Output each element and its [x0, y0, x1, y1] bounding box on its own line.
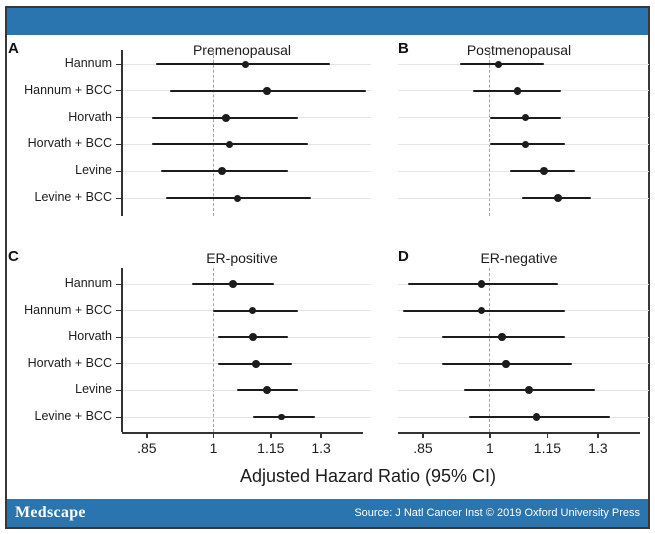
category-tick [116, 363, 123, 365]
x-tick-mark [489, 433, 491, 438]
panel-letter: B [398, 40, 409, 57]
x-tick-mark [546, 433, 549, 438]
category-tick [116, 389, 123, 391]
category-label: Horvath [68, 329, 112, 344]
forest-dot [263, 386, 272, 395]
forest-dot [226, 140, 234, 148]
forest-dot [229, 280, 238, 288]
forest-dot [478, 307, 486, 315]
forest-dot [498, 333, 506, 341]
forest-dot [521, 113, 530, 122]
forest-dot [278, 413, 285, 421]
category-tick [116, 310, 123, 312]
x-tick-label: .85 [413, 440, 433, 456]
x-tick-label: 1.15 [257, 440, 285, 456]
panel-letter: D [398, 248, 409, 265]
forest-dot [521, 140, 530, 149]
panel-title: Postmenopausal [466, 42, 572, 58]
footer-bar: Medscape Source: J Natl Cancer Inst © 20… [7, 499, 648, 527]
forest-dot [248, 306, 257, 315]
category-label: Horvath + BCC [27, 355, 112, 370]
category-tick [116, 170, 123, 172]
y-axis [121, 50, 123, 216]
reference-line [212, 50, 214, 216]
panel-letter: A [8, 40, 19, 57]
category-tick [116, 336, 123, 338]
forest-dot [248, 333, 257, 342]
x-tick-label: 1 [209, 440, 218, 456]
gridline [122, 416, 371, 418]
forest-dot [221, 113, 230, 122]
medscape-logo: Medscape [15, 504, 86, 521]
category-label: Hannum + BCC [24, 82, 112, 97]
forest-dot [494, 60, 502, 68]
x-tick-mark [146, 433, 148, 438]
panel-title: ER-negative [480, 250, 558, 266]
x-axis [122, 432, 363, 434]
forest-dot [554, 194, 563, 202]
x-axis-title: Adjusted Hazard Ratio (95% CI) [239, 466, 497, 486]
reference-line [489, 268, 491, 432]
forest-dot [502, 360, 510, 368]
panel-letter: C [8, 248, 19, 265]
category-label: Levine [75, 382, 112, 397]
category-tick [116, 63, 123, 65]
forest-dot [477, 280, 486, 288]
category-tick [116, 117, 123, 119]
category-label: Hannum [64, 276, 112, 290]
category-tick [116, 283, 123, 285]
figure-border [5, 6, 650, 529]
y-axis [121, 268, 123, 432]
category-label: Horvath + BCC [27, 136, 112, 151]
category-label: Levine + BCC [34, 409, 112, 423]
reference-line [489, 50, 491, 216]
source-text: Source: J Natl Cancer Inst © 2019 Oxford… [354, 507, 640, 519]
x-tick-mark [212, 433, 215, 438]
category-label: Hannum [64, 56, 112, 70]
forest-dot [217, 167, 226, 176]
x-tick-mark [320, 433, 322, 438]
x-axis [398, 432, 640, 434]
header-bar [7, 8, 648, 35]
category-tick [116, 197, 123, 199]
forest-dot [233, 194, 241, 202]
forest-dot [539, 167, 548, 176]
forest-dot [241, 60, 249, 68]
forest-dot [532, 413, 541, 421]
x-tick-mark [270, 433, 272, 438]
x-tick-mark [597, 433, 599, 438]
ci-line [459, 63, 544, 65]
category-tick [116, 416, 123, 418]
category-tick [116, 90, 123, 92]
forest-dot [525, 386, 534, 395]
x-tick-label: 1.15 [533, 440, 562, 456]
x-tick-label: 1.3 [588, 440, 608, 456]
x-tick-label: 1 [485, 440, 494, 456]
panel-title: ER-positive [206, 250, 278, 266]
category-label: Hannum + BCC [24, 302, 112, 317]
category-tick [116, 143, 123, 145]
reference-line [212, 268, 214, 432]
x-tick-mark [422, 433, 424, 438]
forest-dot [252, 359, 261, 368]
category-label: Levine [75, 163, 112, 178]
x-tick-label: 1.3 [311, 440, 331, 456]
x-tick-label: .85 [137, 440, 157, 456]
panel-title: Premenopausal [192, 42, 292, 58]
category-label: Levine + BCC [34, 190, 112, 204]
forest-dot [263, 87, 271, 95]
category-label: Horvath [68, 109, 112, 124]
forest-dot [513, 87, 522, 95]
